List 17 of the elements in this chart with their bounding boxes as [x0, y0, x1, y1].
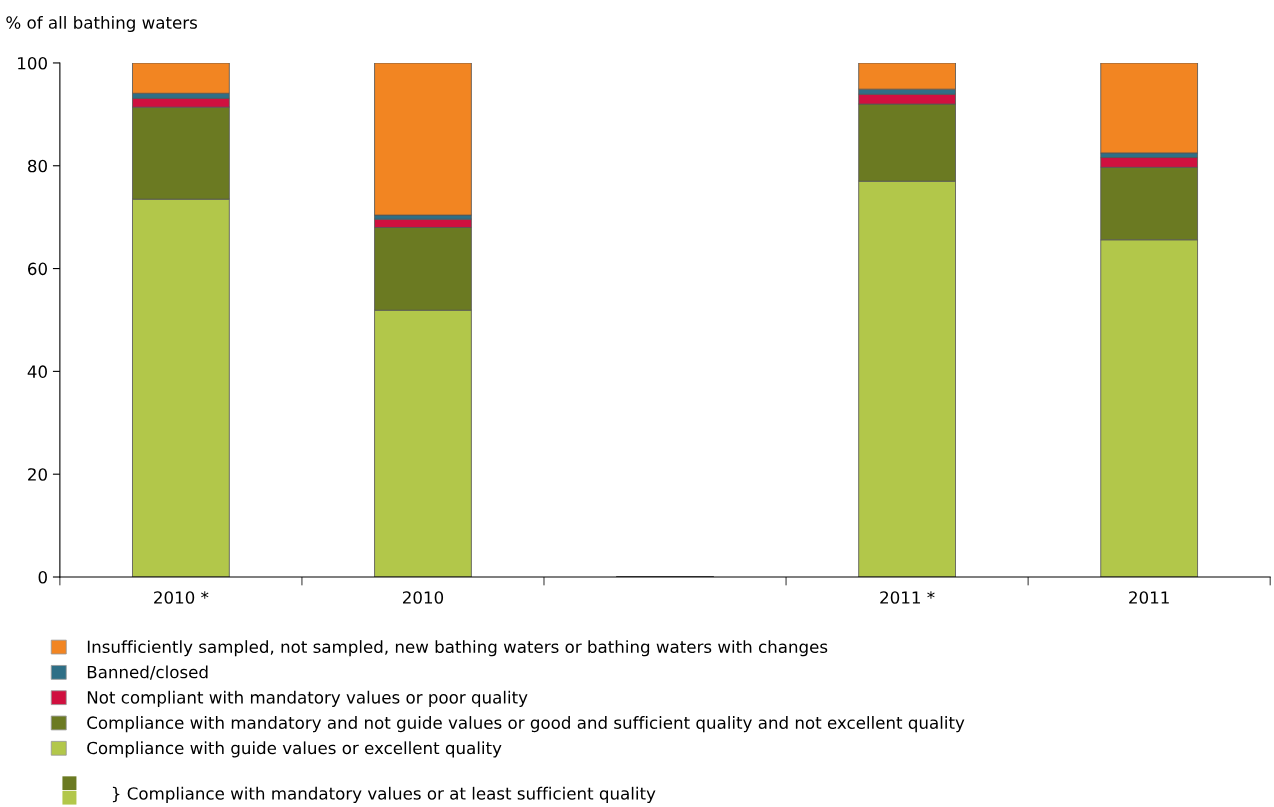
x-tick-label: 2010 * — [154, 591, 209, 604]
legend-label: Banned/closed — [87, 665, 208, 680]
y-tick-label: 20 — [28, 468, 47, 481]
y-tick-label: 60 — [28, 262, 47, 276]
y-tick-label: 80 — [27, 159, 47, 173]
text: } Compliance with mandatory values or at least sufficient quality — [112, 786, 656, 803]
legend-label: Compliance with mandatory and not guide values or good and sufficient quality and not excellent quality — [87, 716, 965, 733]
legend-label: Compliance with guide values or excellent quality — [87, 741, 502, 758]
y-tick-label: 0 — [38, 570, 47, 584]
y-tick-label: 40 — [27, 365, 47, 378]
x-tick-label: 2011 — [1129, 591, 1169, 604]
legend-label: Insufficiently sampled, not sampled, new bathing waters or bathing waters with changes — [87, 640, 828, 657]
y-axis-title: % of all bathing waters — [6, 15, 197, 33]
legend-label: Not compliant with mandatory values or poor quality — [87, 690, 528, 707]
x-tick-label: 2010 — [402, 591, 444, 604]
y-tick-label: 100 — [18, 56, 47, 70]
x-tick-label: 2011 * — [880, 591, 935, 604]
